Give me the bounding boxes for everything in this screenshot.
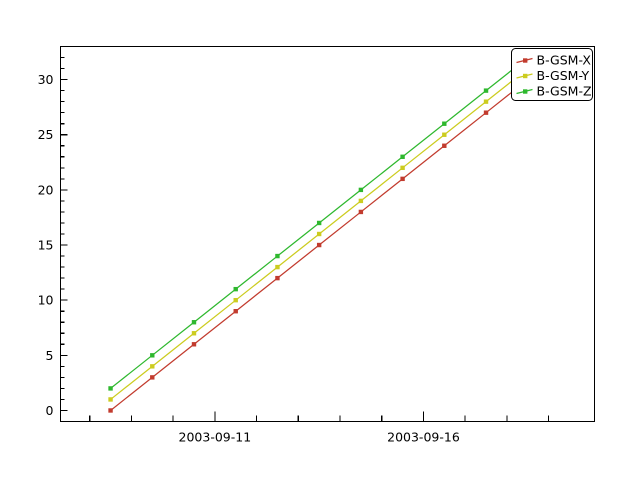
y-axis-tick-label: 30: [38, 72, 54, 87]
y-axis-tick-label: 20: [38, 182, 54, 197]
y-axis-minor-ticks: [60, 45, 65, 423]
series-marker: [358, 187, 364, 193]
series-marker: [191, 331, 197, 336]
x-axis-tick-labels: 2003-09-11 2003-09-16: [179, 430, 460, 445]
series-marker: [150, 353, 155, 358]
y-axis-tick-labels: 0 5 10 15 20 25 30: [38, 72, 54, 418]
series-marker: [108, 386, 113, 391]
x-axis-tick-label: 2003-09-16: [387, 430, 460, 445]
series-marker: [442, 132, 447, 137]
series-marker: [275, 275, 280, 281]
legend-marker-icon: [523, 73, 528, 79]
y-axis-tick-label: 15: [38, 238, 54, 253]
series-marker: [233, 309, 238, 314]
series-marker: [275, 253, 280, 259]
legend-entry[interactable]: B-GSM-Y: [516, 68, 590, 83]
y-axis-tick-label: 25: [38, 127, 54, 142]
x-axis-ticks: [89, 411, 550, 422]
series-marker: [316, 231, 322, 237]
series-marker: [483, 110, 489, 115]
y-axis-tick-label: 5: [46, 348, 54, 363]
series-marker: [400, 165, 405, 171]
legend-marker-icon: [523, 89, 528, 94]
series-marker: [316, 242, 322, 248]
data-series: [108, 66, 530, 402]
series-marker: [358, 209, 364, 215]
series-marker: [316, 220, 322, 226]
series-marker: [150, 375, 155, 380]
legend-entry-label: B-GSM-X: [537, 53, 592, 68]
series-marker: [108, 408, 113, 413]
series-marker: [233, 297, 238, 303]
series-marker: [108, 397, 113, 402]
series-marker: [358, 198, 364, 204]
series-marker: [233, 286, 238, 292]
series-marker: [191, 320, 197, 325]
y-axis-major-ticks: [60, 79, 68, 412]
legend-entry-label: B-GSM-Y: [537, 68, 590, 83]
series-marker: [483, 99, 489, 104]
chart-legend[interactable]: B-GSM-XB-GSM-YB-GSM-Z: [511, 48, 593, 101]
series-marker: [442, 121, 447, 126]
series-marker: [191, 342, 197, 347]
series-marker: [400, 154, 405, 159]
series-marker: [483, 88, 489, 93]
y-axis-tick-label: 0: [46, 403, 54, 418]
series-marker: [275, 264, 280, 270]
series-marker: [150, 364, 155, 369]
y-axis-tick-label: 10: [38, 293, 54, 308]
series-marker: [442, 143, 447, 148]
data-series: [108, 55, 530, 391]
x-axis-tick-label: 2003-09-11: [179, 430, 252, 445]
legend-marker-icon: [523, 58, 528, 63]
legend-entry[interactable]: B-GSM-Z: [516, 84, 592, 99]
legend-entry-label: B-GSM-Z: [537, 84, 592, 99]
legend-box: [511, 48, 593, 101]
legend-entry[interactable]: B-GSM-X: [516, 53, 592, 68]
series-marker: [400, 176, 405, 182]
